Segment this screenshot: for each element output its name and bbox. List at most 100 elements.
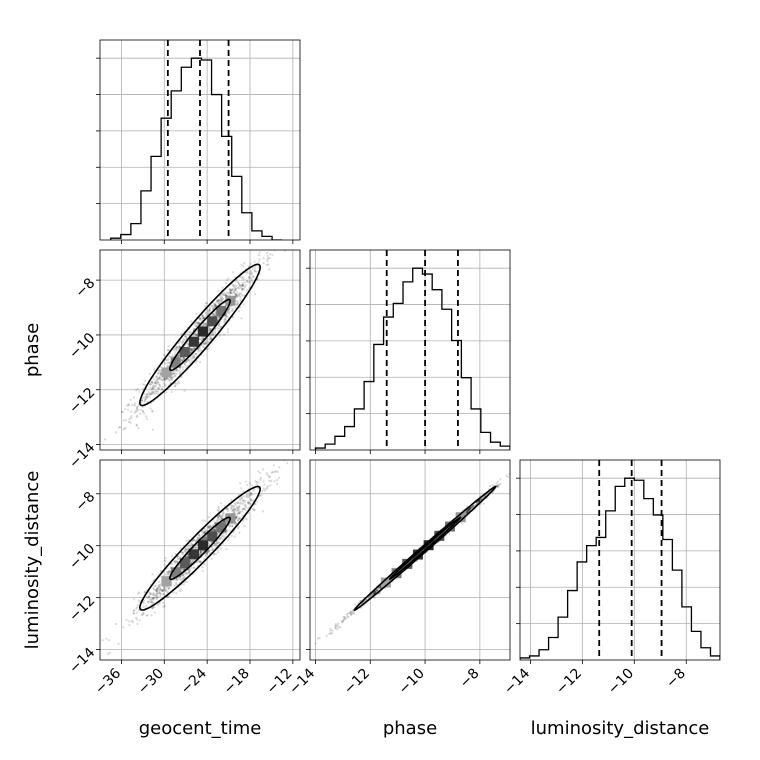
sample-point	[250, 279, 254, 282]
sample-point	[176, 348, 179, 351]
sample-point	[150, 380, 153, 384]
sample-point	[198, 337, 201, 340]
sample-point	[268, 268, 271, 271]
sample-point	[132, 612, 136, 615]
sample-point	[335, 624, 338, 627]
sample-point	[161, 589, 164, 593]
sample-point	[183, 362, 186, 365]
sample-point	[540, 445, 542, 447]
sample-point	[343, 616, 346, 619]
sample-point	[238, 284, 241, 288]
sample-point	[213, 542, 216, 545]
sample-point	[207, 311, 210, 314]
sample-point	[175, 579, 178, 582]
sample-point	[124, 427, 127, 430]
sample-point	[174, 384, 177, 387]
sample-point	[189, 351, 192, 354]
sample-point	[152, 377, 156, 380]
sample-point	[202, 531, 205, 535]
sample-point	[187, 331, 190, 334]
sample-point	[155, 594, 158, 597]
sample-point	[465, 511, 468, 514]
sample-point	[201, 314, 204, 317]
sample-point	[152, 593, 155, 597]
sample-point	[216, 299, 220, 302]
sample-point	[173, 385, 177, 388]
sample-point	[202, 322, 205, 326]
sample-point	[152, 392, 155, 395]
sample-point	[239, 497, 242, 500]
sample-point	[158, 371, 162, 374]
sample-point	[166, 348, 169, 352]
sample-point	[229, 292, 232, 295]
sample-point	[217, 518, 220, 521]
sample-point	[154, 584, 157, 587]
sample-point	[197, 348, 200, 352]
sample-point	[181, 340, 184, 343]
sample-point	[141, 406, 144, 409]
sample-point	[166, 573, 169, 576]
sample-point	[217, 317, 220, 320]
sample-point	[235, 514, 239, 518]
sample-point	[235, 501, 238, 504]
sample-point	[231, 270, 235, 274]
sample-point	[202, 558, 206, 561]
sample-point	[240, 487, 243, 490]
sample-point	[223, 535, 226, 538]
sample-point	[226, 510, 229, 513]
sample-point	[230, 507, 233, 510]
sample-point	[237, 501, 240, 504]
sample-point	[204, 312, 208, 315]
sample-point	[189, 347, 192, 350]
sample-point	[238, 293, 241, 296]
sample-point	[239, 298, 242, 301]
sample-point	[331, 629, 334, 632]
sample-point	[242, 277, 245, 281]
sample-point	[247, 275, 251, 278]
sample-point	[199, 551, 202, 554]
sample-point	[181, 553, 184, 556]
sample-point	[345, 613, 349, 616]
sample-point	[208, 551, 211, 554]
sample-point	[141, 383, 144, 386]
sample-point	[266, 258, 269, 261]
sample-point	[263, 489, 266, 492]
sample-point	[200, 349, 203, 352]
sample-point	[466, 509, 469, 512]
sample-point	[219, 538, 222, 541]
sample-point	[154, 380, 157, 383]
sample-point	[236, 303, 239, 306]
x-tick-label: −14	[501, 665, 533, 697]
sample-point	[177, 355, 180, 358]
sample-point	[156, 592, 159, 595]
sample-point	[206, 551, 209, 554]
sample-point	[157, 592, 160, 595]
sample-point	[247, 491, 250, 494]
sample-point	[246, 500, 250, 503]
sample-point	[191, 543, 194, 546]
sample-point	[243, 281, 246, 284]
sample-point	[167, 358, 170, 361]
sample-point	[161, 378, 164, 382]
sample-point	[240, 276, 244, 279]
sample-point	[506, 475, 509, 479]
sample-point	[248, 272, 251, 275]
sample-point	[238, 517, 241, 520]
sample-point	[334, 624, 337, 628]
sample-point	[225, 507, 228, 511]
sample-point	[161, 593, 164, 596]
sample-point	[276, 470, 279, 473]
sample-point	[262, 261, 265, 265]
sample-point	[201, 314, 204, 317]
x-tick-label: −8	[457, 666, 483, 692]
sample-point	[151, 593, 154, 596]
sample-point	[253, 508, 256, 511]
sample-point	[266, 473, 269, 477]
sample-point	[468, 507, 471, 510]
sample-point	[242, 265, 245, 268]
sample-point	[221, 517, 224, 520]
sample-point	[329, 632, 332, 635]
sample-point	[162, 589, 165, 592]
sample-point	[189, 347, 192, 350]
sample-point	[170, 378, 173, 382]
